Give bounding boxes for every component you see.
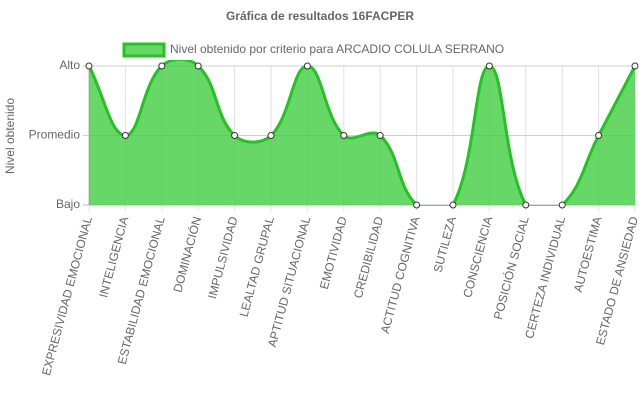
x-tick-label: DOMINACIÓN <box>169 215 204 294</box>
x-tick-label: EMOTIVIDAD <box>317 215 350 291</box>
x-tick-label: INTELIGENCIA <box>96 215 131 299</box>
point <box>631 62 639 70</box>
x-tick-label: LEALTAD GRUPAL <box>237 215 277 319</box>
point <box>485 62 493 70</box>
point <box>303 62 311 70</box>
y-tick-label: Bajo <box>56 197 80 211</box>
x-tick-label: ACTITUD COGNITIVA <box>378 215 423 335</box>
chart-title: Gráfica de resultados 16FACPER <box>226 9 414 23</box>
x-tick-label: CREDIBILIDAD <box>351 215 386 300</box>
point <box>158 62 166 70</box>
x-tick-label: CONSCIENCIA <box>460 215 495 299</box>
legend-swatch <box>122 42 166 58</box>
legend-label: Nivel obtenido por criterio para ARCADIO… <box>170 42 504 56</box>
point <box>231 132 239 139</box>
line <box>89 60 636 206</box>
plot-area <box>89 60 636 206</box>
point <box>340 132 348 139</box>
x-tick-label: AUTOESTIMA <box>571 215 605 294</box>
x-tick-label: SUTILEZA <box>431 215 459 274</box>
x-tick-label: IMPULSIVIDAD <box>205 215 241 301</box>
point <box>558 201 566 209</box>
point <box>121 132 129 139</box>
point <box>376 132 384 139</box>
x-tick-label: POSICIÓN SOCIAL <box>490 214 532 321</box>
y-axis-title: Nivel obtenido <box>3 98 17 174</box>
point <box>267 132 275 139</box>
x-tick-label: CERTEZA INDIVIDUAL <box>522 215 568 340</box>
point <box>595 132 603 139</box>
point <box>449 201 457 209</box>
point <box>522 201 530 209</box>
x-tick-label: EXPRESIVIDAD EMOCIONAL <box>39 215 95 377</box>
area <box>89 60 635 206</box>
y-tick-label: Alto <box>59 58 80 72</box>
point <box>85 62 93 70</box>
point <box>413 201 421 209</box>
y-tick-label: Promedio <box>29 128 81 142</box>
point <box>194 62 202 70</box>
